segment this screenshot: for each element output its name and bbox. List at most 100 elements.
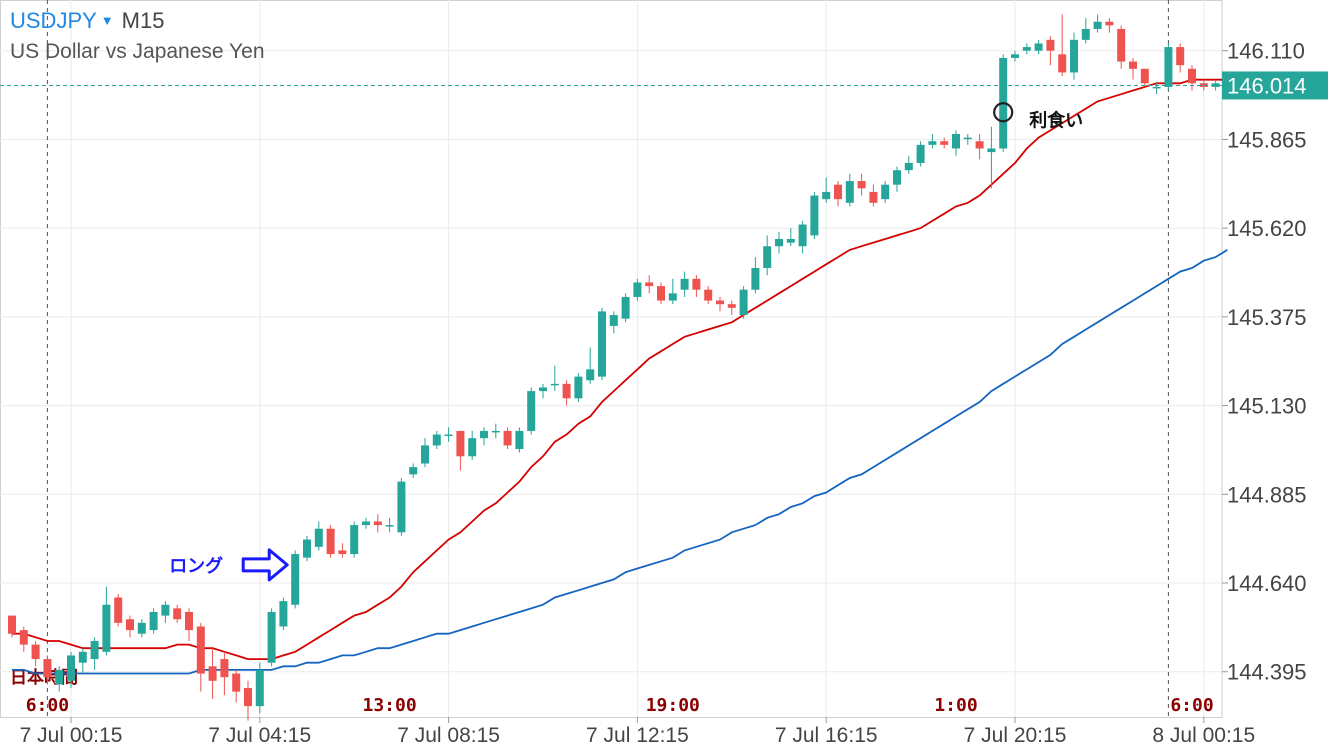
chevron-down-icon[interactable]: ▼ [100,13,114,28]
candle-body [798,224,807,247]
candle [739,286,748,319]
grid [0,0,1223,718]
x-tick-label: 8 Jul 00:15 [1152,724,1255,747]
candle-body [1022,47,1031,51]
candle [350,521,359,558]
candle-body [704,289,713,301]
candle-body [114,597,123,623]
candle-body [350,525,359,555]
session-label: 6:00 [1170,695,1213,716]
candle [196,622,205,692]
candle [362,517,370,529]
candle-body [574,376,583,399]
candle [1081,18,1090,44]
candle-body [739,289,748,316]
candle-body [1152,86,1161,89]
candle [822,177,831,203]
session-label: 19:00 [646,695,700,716]
candle [1105,18,1114,33]
candles [8,14,1232,721]
candle-body [31,644,40,660]
candle-body [314,528,323,547]
candle [845,173,854,207]
candle-body [893,170,901,185]
candle [220,651,229,696]
candle-body [1105,21,1114,26]
candle [1164,43,1173,91]
candle-body [1011,54,1019,58]
candle-body [527,391,536,431]
candle [786,228,795,247]
candle-body [621,296,630,319]
take-profit-circle-icon [993,102,1014,123]
candle [987,126,996,189]
symbol-label[interactable]: USDJPY [10,8,97,33]
candle [562,380,571,406]
candle [857,173,866,196]
candle-body [267,611,276,663]
x-tick-label: 7 Jul 04:15 [208,724,311,747]
session-label: 1:00 [934,695,977,716]
ma-slow-path [12,249,1228,675]
candle [1046,36,1055,66]
candle [480,427,488,446]
candle [244,680,252,721]
candle-body [1199,83,1208,87]
candle-body [609,315,618,326]
candle [975,133,984,160]
candle [633,278,642,301]
x-tick-label: 7 Jul 00:15 [20,724,123,747]
candle [303,535,311,562]
candle [952,130,960,156]
candle [609,311,618,334]
session-label: 6:00 [26,695,69,716]
candle-body [362,521,370,526]
candle-body [680,278,689,290]
candle [539,383,547,399]
candle-body [43,659,52,678]
candle [798,220,807,254]
candle [208,648,217,699]
take-profit-label: 利食い [1029,109,1083,131]
candle [1070,32,1078,80]
candle-body [220,659,229,678]
candle-body [173,608,182,620]
candle-body [952,133,960,149]
candle-body [539,387,547,392]
candle-body [916,144,925,163]
ma-fast-path [12,78,1228,660]
candle-body [338,550,347,555]
candle-body [586,369,595,381]
candle [185,608,193,641]
candle-body [326,528,335,555]
candle [1188,65,1196,91]
candle-body [244,688,252,707]
candle-body [645,282,654,287]
candle [1058,14,1067,77]
y-tick-label: 144.395 [1227,660,1307,685]
candle-body [432,434,441,446]
candle-body [633,282,642,297]
y-axis: 144.395 144.640 144.885 145.130 145.375 145.6… [1222,39,1307,685]
candle-body [1034,43,1043,51]
candle [834,181,842,207]
candle [904,155,913,174]
candle-body [786,239,795,243]
symbol-description: US Dollar vs Japanese Yen [10,40,265,63]
y-tick-label: 144.640 [1227,571,1307,596]
candle [432,430,441,450]
candle-body [692,278,701,290]
candle [680,271,689,297]
candle [43,655,52,685]
candle [67,651,75,689]
candle-body [904,162,913,171]
candle-body [373,521,382,526]
long-label: ロング [169,555,223,577]
ma-fast-line [12,78,1228,660]
timeframe-label[interactable]: M15 [121,8,165,33]
chart-header[interactable]: USDJPY ▼ M15 [10,8,164,34]
candle-body [468,438,477,457]
candle-body [409,467,418,475]
